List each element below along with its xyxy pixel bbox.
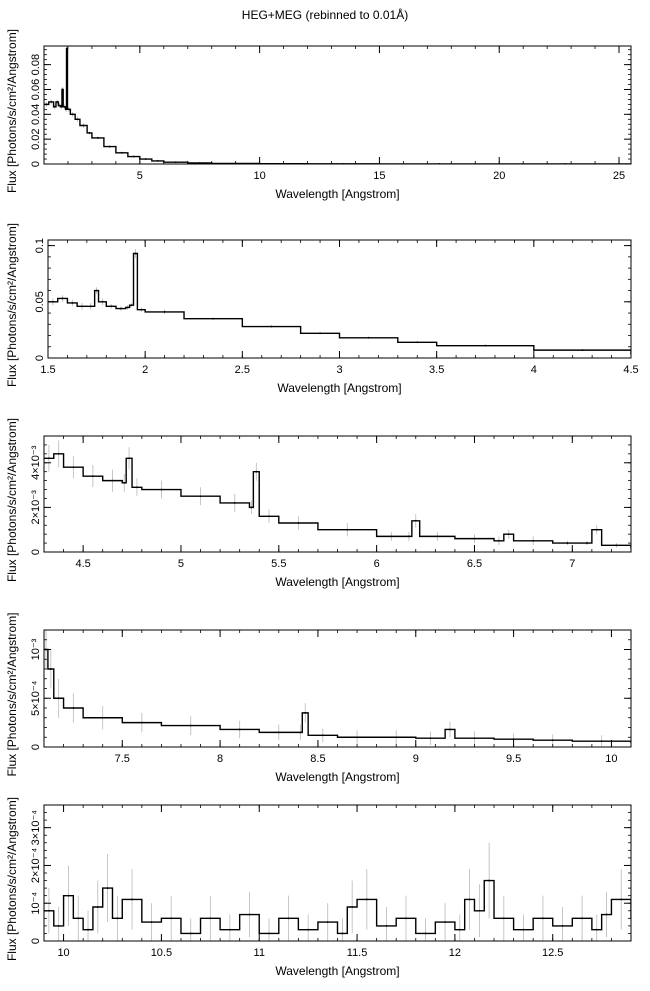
x-tick-label: 6: [374, 558, 380, 570]
y-tick-label: 0.06: [30, 79, 42, 100]
spectrum-line: [48, 252, 631, 354]
x-axis-label: Wavelength [Angstrom]: [275, 575, 399, 589]
x-tick-label: 3: [336, 364, 342, 376]
spectrum: [44, 879, 631, 935]
x-axis-label: Wavelength [Angstrom]: [275, 770, 399, 784]
y-axis-label: Flux [Photons/s/cm²/Angstrom]: [5, 612, 19, 776]
y-tick-label: 0: [30, 549, 42, 555]
chart-panel-3: 4.5 5 5.5 6 6.5 7 0 2×10⁻³ 4×10⁻³ Wavelength [Ang…: [5, 418, 632, 589]
y-tick-label: 10⁻⁴: [30, 892, 42, 915]
x-tick-label: 25: [613, 170, 625, 182]
x-tick-label: 10: [254, 170, 266, 182]
page-title: HEG+MEG (rebinned to 0.01Å): [241, 8, 409, 22]
error-bars: [48, 842, 631, 941]
x-tick-label: 5.5: [271, 558, 286, 570]
x-tick-label: 5: [178, 558, 184, 570]
x-tick-label: 10: [57, 947, 69, 959]
x-tick-label: 10.5: [151, 947, 172, 959]
y-tick-label: 0: [30, 161, 42, 167]
y-tick-label: 4×10⁻³: [30, 445, 42, 480]
x-tick-label: 2.5: [235, 364, 250, 376]
spectrum-line: [44, 47, 631, 164]
x-tick-label: 1.5: [40, 364, 55, 376]
y-tick-label: 0.08: [30, 54, 42, 75]
x-tick-label: 10: [605, 753, 617, 765]
y-tick-label: 2×10⁻⁴: [30, 848, 42, 884]
y-tick-label: 0.02: [30, 128, 42, 149]
x-axis-label: Wavelength [Angstrom]: [275, 187, 399, 201]
x-tick-label: 6.5: [467, 558, 482, 570]
x-tick-label: 4: [531, 364, 537, 376]
x-tick-label: 8.5: [310, 753, 325, 765]
x-tick-label: 9.5: [506, 753, 521, 765]
x-axis-label: Wavelength [Angstrom]: [275, 964, 399, 978]
x-tick-label: 11: [254, 947, 265, 959]
y-tick-label: 0: [30, 744, 42, 750]
chart-panel-4: 7.5 8 8.5 9 9.5 10 0 5×10⁻⁴ 10⁻³ Wavelength [Angs…: [5, 612, 632, 784]
plot-frame: [43, 45, 632, 165]
chart-panel-5: 10 10.5 11 11.5 12 12.5 0 10⁻⁴ 2×10⁻⁴ 3×10⁻⁴ Wavel…: [5, 797, 632, 978]
x-tick-label: 9: [413, 753, 419, 765]
x-tick-label: 2: [142, 364, 148, 376]
chart-panel-1: 5 10 15 20 25 0 0.02 0.04 0.06 0.08 Wavelength [An…: [5, 29, 632, 201]
spectrum-line: [44, 648, 631, 743]
spectrum: [44, 452, 631, 549]
spectrum-line: [44, 879, 631, 935]
y-tick-label: 0.05: [34, 291, 46, 312]
y-tick-label: 0: [34, 355, 46, 361]
y-axis-label: Flux [Photons/s/cm²/Angstrom]: [5, 29, 19, 193]
y-tick-label: 2×10⁻³: [30, 490, 42, 525]
y-axis-label: Flux [Photons/s/cm²/Angstrom]: [5, 418, 19, 582]
x-tick-label: 8: [217, 753, 223, 765]
x-tick-label: 15: [373, 170, 385, 182]
error-bars: [45, 46, 631, 164]
x-tick-label: 20: [493, 170, 505, 182]
chart-panel-2: 1.5 2 2.5 3 3.5 4 4.5 0 0.05 0.1 Wavelength [Angst…: [5, 223, 639, 395]
spectrum-line: [44, 453, 631, 548]
x-tick-label: 11.5: [347, 947, 368, 959]
x-tick-label: 7: [569, 558, 575, 570]
y-tick-label: 0.1: [34, 238, 46, 253]
y-tick-label: 0.04: [30, 104, 42, 125]
y-axis-label: Flux [Photons/s/cm²/Angstrom]: [5, 223, 19, 387]
x-tick-label: 7.5: [115, 753, 130, 765]
x-tick-label: 5: [137, 170, 143, 182]
y-tick-label: 5×10⁻⁴: [30, 680, 42, 716]
y-tick-label: 3×10⁻⁴: [30, 810, 42, 846]
y-tick-label: 0: [30, 938, 42, 944]
x-tick-label: 12: [449, 947, 461, 959]
x-axis-label: Wavelength [Angstrom]: [277, 381, 401, 395]
spectrum: [48, 252, 631, 355]
x-tick-label: 12.5: [542, 947, 563, 959]
spectrum: [44, 47, 631, 164]
x-tick-label: 4.5: [75, 558, 90, 570]
x-tick-label: 4.5: [623, 364, 638, 376]
y-axis-label: Flux [Photons/s/cm²/Angstrom]: [5, 797, 19, 961]
spectrum: [44, 648, 631, 744]
y-tick-label: 10⁻³: [30, 638, 42, 660]
plot-frame: [43, 435, 632, 553]
plot-frame: [43, 629, 632, 748]
error-bars: [48, 440, 631, 550]
x-tick-label: 3.5: [429, 364, 444, 376]
error-bars: [45, 630, 631, 747]
